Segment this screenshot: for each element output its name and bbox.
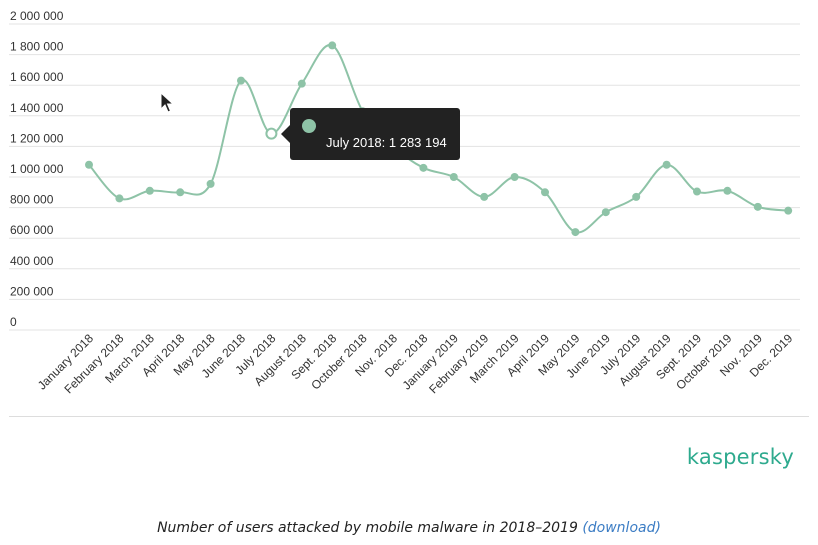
data-point-hovered[interactable] — [265, 127, 278, 140]
data-point[interactable] — [297, 79, 306, 88]
data-point[interactable] — [541, 188, 549, 197]
data-point[interactable] — [176, 188, 185, 197]
y-tick-label: 600 000 — [10, 223, 54, 237]
tooltip-text: July 2018: 1 283 194 — [326, 135, 447, 150]
data-point[interactable] — [784, 206, 793, 215]
chart-caption: Number of users attacked by mobile malwa… — [0, 520, 818, 536]
data-point[interactable] — [449, 173, 458, 181]
y-axis-ticks: 2 000 000 1 800 000 1 600 000 1 400 000 1 20… — [10, 9, 64, 329]
data-point[interactable] — [115, 194, 124, 203]
data-point[interactable] — [237, 76, 245, 85]
data-point[interactable] — [693, 187, 701, 196]
y-tick-label: 2 000 000 — [10, 9, 64, 23]
tooltip-series-marker — [302, 119, 316, 133]
data-point[interactable] — [480, 192, 489, 201]
caption-text: Number of users attacked by mobile malwa… — [157, 520, 578, 536]
divider — [9, 416, 809, 417]
data-point[interactable] — [419, 163, 428, 172]
line-chart: 2 000 000 1 800 000 1 600 000 1 400 000 1 20… — [9, 9, 800, 396]
y-tick-label: 200 000 — [10, 284, 54, 298]
y-tick-label: 1 200 000 — [10, 131, 64, 145]
data-point[interactable] — [571, 228, 580, 237]
data-point[interactable] — [145, 186, 154, 195]
y-tick-label: 1 000 000 — [10, 162, 64, 176]
kaspersky-logo: kaspersky — [686, 445, 794, 469]
y-tick-label: 1 800 000 — [10, 40, 64, 54]
data-point[interactable] — [632, 192, 641, 201]
data-point[interactable] — [510, 173, 519, 181]
data-point[interactable] — [662, 160, 671, 169]
data-point[interactable] — [601, 208, 610, 217]
data-point[interactable] — [328, 41, 337, 50]
y-tick-label: 400 000 — [10, 254, 54, 268]
y-tick-label: 0 — [10, 315, 17, 329]
download-link[interactable]: (download) — [582, 520, 661, 536]
y-tick-label: 800 000 — [10, 193, 54, 207]
y-tick-label: 1 600 000 — [10, 70, 64, 84]
y-tick-label: 1 400 000 — [10, 101, 64, 115]
data-point[interactable] — [206, 179, 215, 188]
data-point[interactable] — [753, 202, 762, 211]
data-point[interactable] — [85, 160, 93, 169]
data-point[interactable] — [723, 186, 732, 195]
tooltip: July 2018: 1 283 194 — [281, 108, 460, 160]
mouse-cursor-icon — [160, 92, 174, 113]
